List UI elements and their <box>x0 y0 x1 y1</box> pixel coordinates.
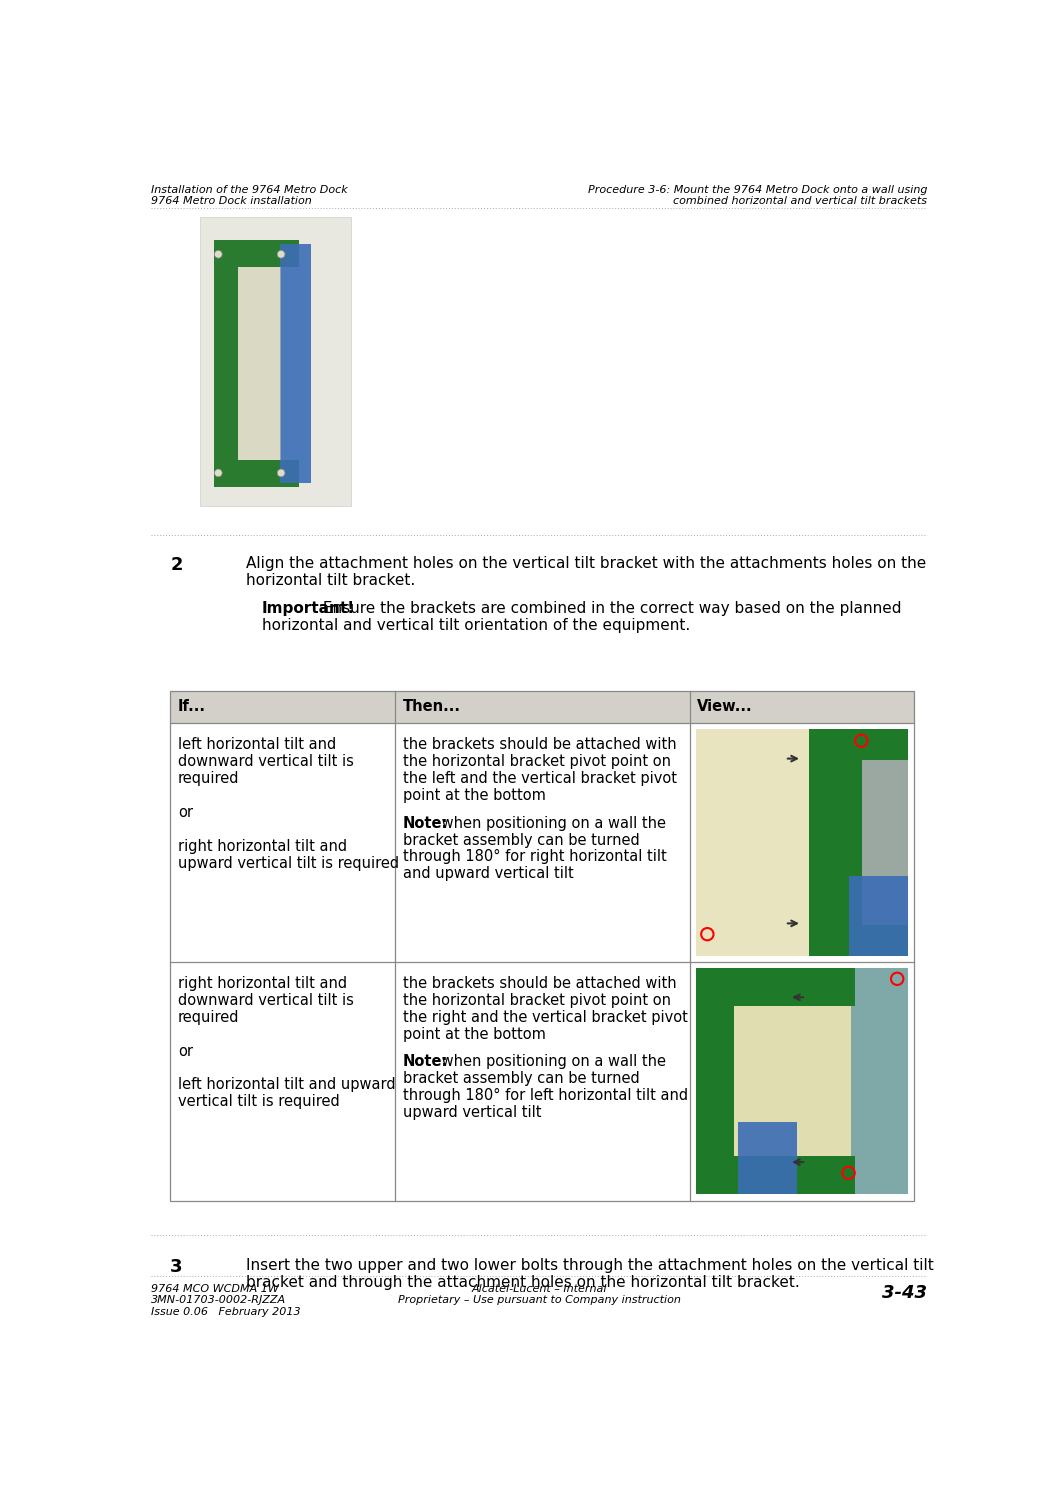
Bar <box>214 460 299 487</box>
Text: 9764 Metro Dock installation: 9764 Metro Dock installation <box>150 195 311 206</box>
Text: Procedure 3-6: Mount the 9764 Metro Dock onto a wall using: Procedure 3-6: Mount the 9764 Metro Dock… <box>588 185 928 195</box>
Text: left horizontal tilt and: left horizontal tilt and <box>178 738 337 752</box>
Bar <box>170 691 914 1201</box>
Text: right horizontal tilt and: right horizontal tilt and <box>178 839 347 854</box>
Bar <box>809 729 863 955</box>
Text: the horizontal bracket pivot point on: the horizontal bracket pivot point on <box>403 992 671 1007</box>
Bar <box>239 267 281 460</box>
Bar <box>737 1122 797 1195</box>
Text: the horizontal bracket pivot point on: the horizontal bracket pivot point on <box>403 754 671 769</box>
Bar <box>695 729 812 955</box>
Bar <box>695 968 908 1195</box>
Text: through 180° for right horizontal tilt: through 180° for right horizontal tilt <box>403 849 667 864</box>
Text: Important!: Important! <box>262 600 355 615</box>
Text: the brackets should be attached with: the brackets should be attached with <box>403 976 676 991</box>
Bar <box>214 240 299 267</box>
Text: View...: View... <box>697 699 753 714</box>
Bar <box>695 968 855 1006</box>
Text: Installation of the 9764 Metro Dock: Installation of the 9764 Metro Dock <box>150 185 347 195</box>
Text: vertical tilt is required: vertical tilt is required <box>178 1094 340 1110</box>
Bar <box>809 925 908 955</box>
Text: Proprietary – Use pursuant to Company instruction: Proprietary – Use pursuant to Company in… <box>398 1295 681 1305</box>
Bar <box>200 218 350 507</box>
Text: downward vertical tilt is: downward vertical tilt is <box>178 754 353 769</box>
Text: 3-43: 3-43 <box>883 1284 928 1302</box>
Circle shape <box>215 250 222 258</box>
Text: Alcatel-Lucent – Internal: Alcatel-Lucent – Internal <box>471 1284 607 1293</box>
Circle shape <box>277 250 285 258</box>
Text: bracket assembly can be turned: bracket assembly can be turned <box>403 1071 640 1086</box>
Text: If...: If... <box>178 699 206 714</box>
Text: Note:: Note: <box>403 1055 448 1070</box>
Bar <box>170 963 914 1201</box>
Text: required: required <box>178 770 240 785</box>
Text: Note:: Note: <box>403 815 448 830</box>
Text: horizontal tilt bracket.: horizontal tilt bracket. <box>246 574 416 589</box>
Text: the left and the vertical bracket pivot: the left and the vertical bracket pivot <box>403 770 676 785</box>
Text: 9764 MCO WCDMA 1W: 9764 MCO WCDMA 1W <box>150 1284 279 1293</box>
Text: bracket assembly can be turned: bracket assembly can be turned <box>403 833 640 848</box>
Text: point at the bottom: point at the bottom <box>403 1027 546 1042</box>
Bar <box>170 723 914 963</box>
Bar <box>734 1006 851 1156</box>
Bar <box>280 244 310 483</box>
Bar <box>170 691 914 723</box>
Circle shape <box>215 469 222 477</box>
Text: Align the attachment holes on the vertical tilt bracket with the attachments hol: Align the attachment holes on the vertic… <box>246 556 927 571</box>
Text: required: required <box>178 1010 240 1025</box>
Bar <box>809 729 908 760</box>
Bar <box>695 1156 855 1195</box>
Text: or: or <box>178 805 193 820</box>
Text: upward vertical tilt is required: upward vertical tilt is required <box>178 855 399 870</box>
Text: Issue 0.06   February 2013: Issue 0.06 February 2013 <box>150 1307 301 1317</box>
Text: Then...: Then... <box>403 699 461 714</box>
Text: bracket and through the attachment holes on the horizontal tilt bracket.: bracket and through the attachment holes… <box>246 1275 800 1290</box>
Text: left horizontal tilt and upward: left horizontal tilt and upward <box>178 1077 396 1092</box>
Text: 2: 2 <box>170 556 183 574</box>
Text: and upward vertical tilt: and upward vertical tilt <box>403 866 573 882</box>
Circle shape <box>277 469 285 477</box>
Text: Insert the two upper and two lower bolts through the attachment holes on the ver: Insert the two upper and two lower bolts… <box>246 1259 934 1274</box>
Text: point at the bottom: point at the bottom <box>403 788 546 803</box>
Text: the brackets should be attached with: the brackets should be attached with <box>403 738 676 752</box>
Text: combined horizontal and vertical tilt brackets: combined horizontal and vertical tilt br… <box>673 195 928 206</box>
Text: Ensure the brackets are combined in the correct way based on the planned: Ensure the brackets are combined in the … <box>318 600 901 615</box>
Bar <box>695 968 734 1195</box>
Text: 3MN-01703-0002-RJZZA: 3MN-01703-0002-RJZZA <box>150 1295 286 1305</box>
Text: right horizontal tilt and: right horizontal tilt and <box>178 976 347 991</box>
Bar <box>695 729 908 955</box>
Text: upward vertical tilt: upward vertical tilt <box>403 1106 541 1120</box>
Text: downward vertical tilt is: downward vertical tilt is <box>178 992 353 1007</box>
Text: the right and the vertical bracket pivot: the right and the vertical bracket pivot <box>403 1010 688 1025</box>
Text: through 180° for left horizontal tilt and: through 180° for left horizontal tilt an… <box>403 1088 688 1103</box>
Bar <box>214 240 239 487</box>
Text: 3: 3 <box>170 1259 183 1277</box>
Text: when positioning on a wall the: when positioning on a wall the <box>437 1055 666 1070</box>
Bar <box>849 876 908 955</box>
Text: when positioning on a wall the: when positioning on a wall the <box>437 815 666 830</box>
Text: horizontal and vertical tilt orientation of the equipment.: horizontal and vertical tilt orientation… <box>262 618 690 633</box>
Text: or: or <box>178 1043 193 1058</box>
